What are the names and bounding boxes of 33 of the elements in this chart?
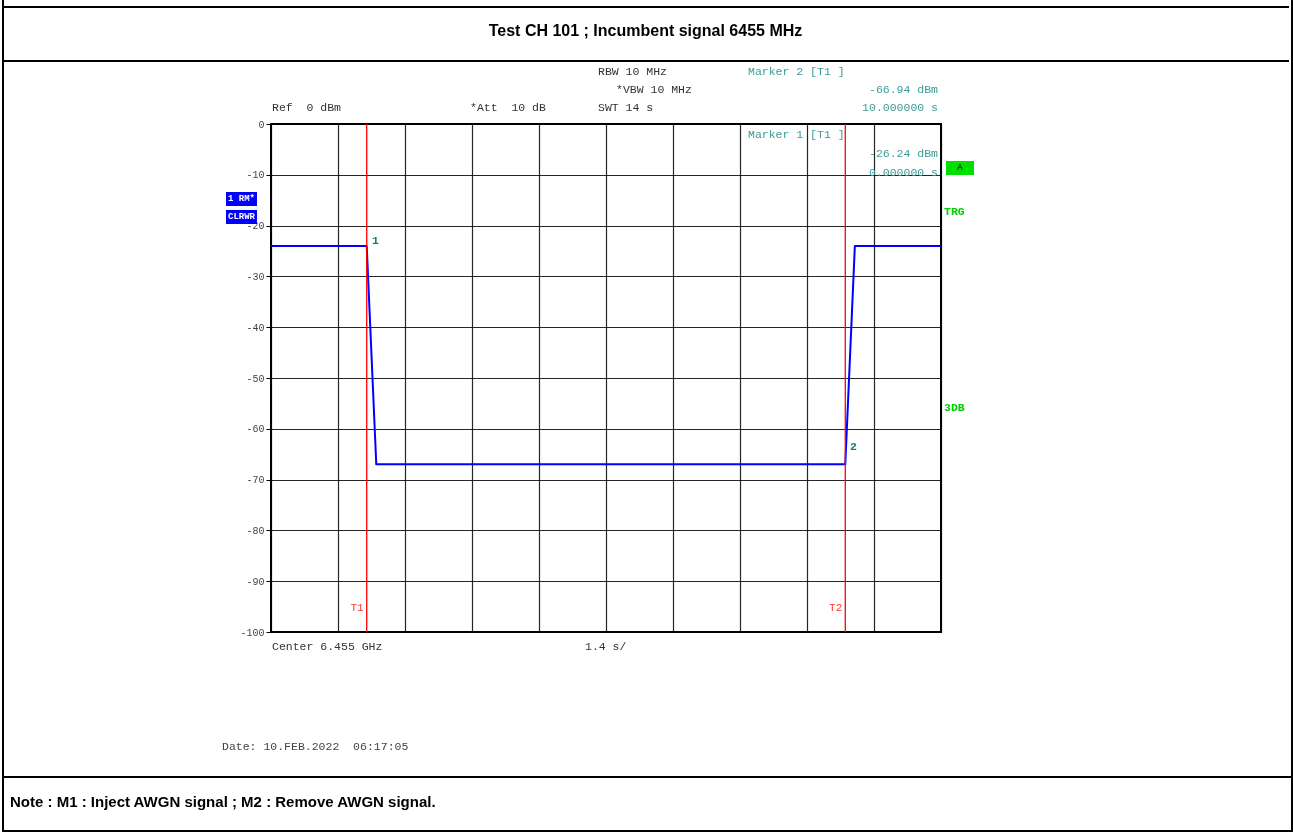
y-tick-label: -100 [240,627,265,639]
text: RBW 10 MHz [598,65,668,79]
annotation: 1 [372,234,379,248]
annotation: T1 [350,602,365,614]
text: Center 6.455 GHz [272,640,383,654]
text: Ref 0 dBm [272,101,342,115]
y-tick-label: -70 [246,475,265,487]
text: -66.94 dBm [868,83,938,97]
y-tick-label: -50 [246,373,265,385]
text: Marker 2 [T1 ] [748,65,845,79]
y-tick-label: -40 [246,322,265,334]
y-tick-label: -60 [246,424,265,436]
y-tick-label: -80 [246,525,265,537]
text: Note : M1 : Inject AWGN signal ; M2 : Remove AWGN signal. [10,793,436,810]
text: 1 RM* [226,192,258,206]
chart-title: Test CH 101 ; Incumbent signal 6455 MHz [487,22,804,40]
annotation: Marker 1 [T1 ] [748,128,845,142]
annotation: T2 [829,602,843,614]
y-tick-label: -10 [246,170,265,182]
text: *VBW 10 MHz [616,83,692,97]
text: TRG [944,205,965,219]
text: 3DB [944,401,965,415]
text: A [946,161,974,175]
y-tick-label: -30 [246,271,265,283]
y-tick-label: -90 [246,576,265,588]
text: CLRWR [226,210,257,224]
annotation: 2 [850,440,857,454]
text: SWT 14 s [598,101,654,115]
y-tick-label: 0 [258,119,265,131]
text: 10.000000 s [862,101,938,115]
text: 1.4 s/ [585,640,627,654]
text: Date: 10.FEB.2022 06:17:05 [222,740,409,754]
text: *Att 10 dB [470,101,546,115]
